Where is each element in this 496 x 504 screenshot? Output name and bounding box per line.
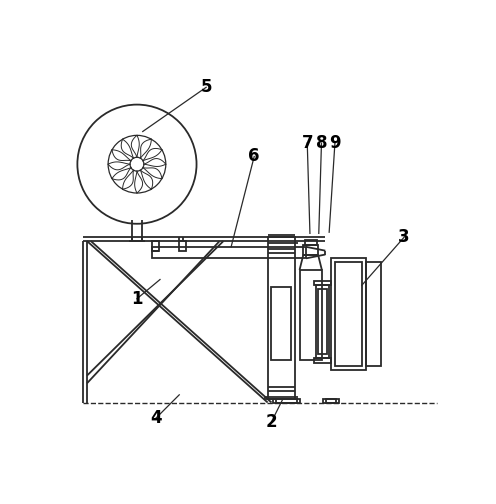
Bar [273,399,301,403]
Bar [179,241,186,250]
Bar [305,240,317,245]
Bar [316,285,329,358]
Text: 6: 6 [248,148,260,165]
Bar [300,270,322,360]
Bar [323,399,339,403]
Bar [304,245,318,255]
Bar [314,281,331,285]
Bar [326,399,336,403]
Bar [268,237,295,399]
Bar [271,287,291,360]
Text: 7: 7 [302,134,313,152]
Text: 3: 3 [398,228,410,246]
Bar [152,241,159,250]
Text: 8: 8 [316,134,327,152]
Bar [314,358,331,363]
Bar [317,289,327,354]
Bar [335,262,362,366]
Bar [331,259,366,370]
Text: 1: 1 [131,290,143,308]
Bar [152,247,306,259]
Text: 4: 4 [150,409,162,427]
Bar [276,399,297,403]
Bar [366,262,381,366]
Text: 5: 5 [200,78,212,96]
Text: 2: 2 [266,413,277,431]
Text: 9: 9 [329,134,341,152]
